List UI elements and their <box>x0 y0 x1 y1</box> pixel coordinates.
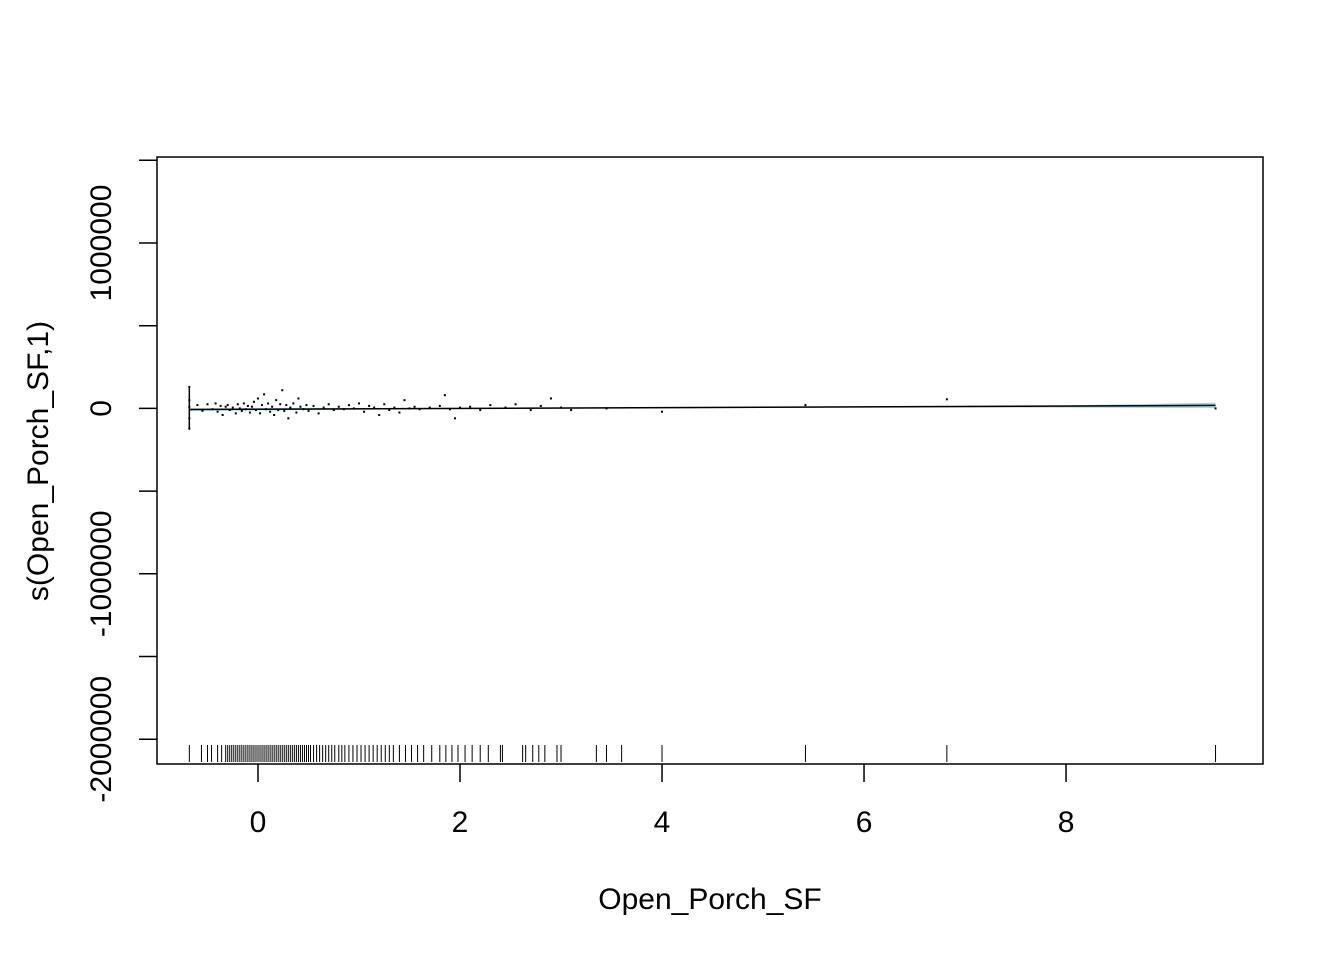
residual-point <box>273 414 276 417</box>
residual-point <box>263 393 266 396</box>
residual-point <box>231 406 234 409</box>
residual-point <box>277 409 280 412</box>
residual-point <box>368 404 371 407</box>
residual-point <box>219 404 222 407</box>
residual-point <box>289 406 292 409</box>
x-tick-label: 4 <box>654 806 671 839</box>
residual-point <box>238 407 241 410</box>
residual-point <box>514 403 517 406</box>
residual-point <box>259 412 262 415</box>
residual-point <box>312 404 315 407</box>
residual-point <box>216 410 219 413</box>
residual-point <box>443 394 446 397</box>
residual-point <box>275 399 278 402</box>
residual-point <box>292 402 295 405</box>
residual-point <box>549 397 552 400</box>
residual-point <box>459 406 462 409</box>
residual-point <box>363 410 366 413</box>
residual-point <box>945 398 948 401</box>
residual-point <box>221 414 224 417</box>
residual-point <box>489 404 492 407</box>
residual-point <box>347 404 350 407</box>
residual-point <box>305 404 308 407</box>
residual-point <box>378 414 381 417</box>
residual-point <box>295 411 298 414</box>
residual-point <box>529 409 532 412</box>
residual-point <box>393 406 396 409</box>
residual-point <box>438 404 441 407</box>
residual-point <box>413 405 416 408</box>
plot-frame <box>156 156 1264 765</box>
residual-point <box>224 405 227 408</box>
residual-point <box>297 397 300 400</box>
residual-point <box>539 404 542 407</box>
rug-layer <box>188 745 1217 762</box>
x-tick-label: 0 <box>250 806 267 839</box>
residual-point <box>1214 407 1217 410</box>
residual-point <box>337 405 340 408</box>
residual-point <box>299 405 302 408</box>
residual-point <box>250 405 253 408</box>
y-axis: -2000000 -1000000 0 1000000 <box>85 159 157 803</box>
residual-point <box>226 404 229 407</box>
residual-point <box>234 412 237 415</box>
x-tick-label: 8 <box>1058 806 1075 839</box>
residual-point <box>283 409 286 412</box>
residual-point <box>252 400 255 403</box>
residual-point <box>403 399 406 402</box>
residual-point <box>661 410 664 413</box>
smooth-line-layer <box>188 386 1216 430</box>
residual-point <box>428 406 431 409</box>
residual-point <box>248 411 251 414</box>
residual-point <box>261 404 264 407</box>
y-tick-label: -2000000 <box>85 676 118 803</box>
residual-point <box>242 402 245 405</box>
residual-point <box>201 409 204 412</box>
residual-point <box>479 409 482 412</box>
residual-point <box>196 404 199 407</box>
y-tick-label: -1000000 <box>85 510 118 637</box>
residual-point <box>804 404 807 407</box>
residual-point <box>206 403 209 406</box>
residual-point <box>240 409 243 412</box>
x-axis: 0 2 4 6 8 <box>250 764 1075 839</box>
residual-point <box>281 389 284 392</box>
smooth-line <box>189 404 1216 411</box>
residual-point <box>383 403 386 406</box>
x-axis-label: Open_Porch_SF <box>598 883 821 916</box>
residual-point <box>246 404 249 407</box>
residual-point <box>307 409 310 412</box>
y-tick-label: 0 <box>85 400 118 417</box>
residual-point <box>257 397 260 400</box>
residual-point <box>317 412 320 415</box>
residual-point <box>388 409 391 412</box>
y-axis-label: s(Open_Porch_SF,1) <box>22 321 55 601</box>
residual-point <box>373 406 376 409</box>
x-tick-label: 2 <box>452 806 469 839</box>
residual-point <box>332 409 335 412</box>
residual-point <box>279 403 282 406</box>
residual-point <box>327 403 330 406</box>
residual-point <box>322 406 325 409</box>
residual-point <box>287 417 290 420</box>
residual-point <box>453 417 456 420</box>
x-tick-label: 6 <box>856 806 873 839</box>
y-tick-label: 1000000 <box>85 185 118 302</box>
residual-point <box>398 411 401 414</box>
residual-point <box>469 405 472 408</box>
residual-point <box>285 404 288 407</box>
residual-point <box>269 410 272 413</box>
residual-point <box>214 402 217 405</box>
residual-point <box>358 402 361 405</box>
residual-point <box>236 403 239 406</box>
residual-point <box>570 409 573 412</box>
residual-point <box>254 409 257 412</box>
residual-point <box>267 402 270 405</box>
residual-point <box>271 405 274 408</box>
